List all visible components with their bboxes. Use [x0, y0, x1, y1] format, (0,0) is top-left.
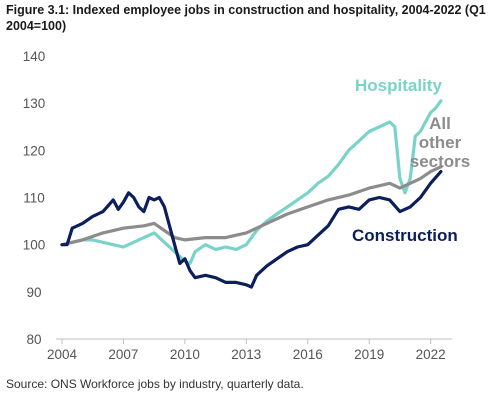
series-line-construction	[60, 170, 443, 289]
x-tick-label: 2022	[416, 347, 446, 362]
figure-title: Figure 3.1: Indexed employee jobs in con…	[6, 3, 486, 33]
x-tick-label: 2016	[293, 347, 323, 362]
series-label-all-other-sectors: All	[429, 114, 451, 133]
source-note: Source: ONS Workforce jobs by industry, …	[6, 377, 304, 391]
x-tick-label: 2019	[354, 347, 384, 362]
y-tick-label: 130	[23, 96, 46, 111]
series-label-hospitality: Hospitality	[355, 76, 442, 95]
series-line-all-other-sectors	[60, 165, 443, 247]
x-tick-label: 2007	[108, 347, 138, 362]
y-tick-label: 120	[23, 143, 46, 158]
series-label-all-other-sectors: sectors	[410, 152, 470, 171]
x-tick-label: 2013	[231, 347, 261, 362]
y-tick-label: 140	[23, 49, 46, 64]
series-label-all-other-sectors: other	[419, 133, 462, 152]
x-tick-label: 2010	[170, 347, 200, 362]
y-tick-label: 90	[26, 285, 41, 300]
x-tick-label: 2004	[47, 347, 78, 362]
y-tick-label: 110	[23, 191, 45, 206]
y-tick-label: 100	[23, 238, 46, 253]
series-line-hospitality	[60, 99, 443, 266]
y-tick-label: 80	[26, 332, 41, 347]
series-label-construction: Construction	[352, 226, 458, 245]
